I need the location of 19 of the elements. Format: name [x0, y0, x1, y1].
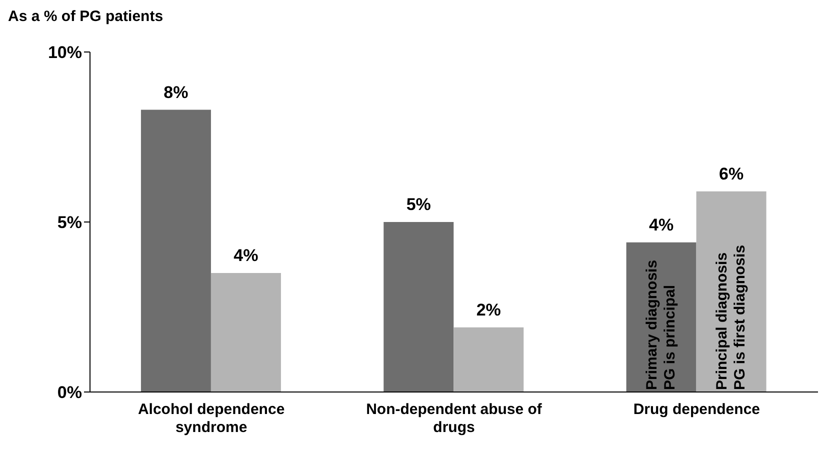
data-label: 6% [719, 164, 744, 184]
x-tick-label: Drug dependence [633, 401, 760, 418]
bar [384, 222, 454, 392]
data-label: 5% [406, 195, 431, 214]
series-label: Principal diagnosis PG is first diagnosis [713, 244, 748, 390]
y-axis-title: As a % of PG patients [8, 8, 164, 25]
x-tick-label: Alcohol dependence syndrome [138, 401, 285, 436]
y-tick-label: 0% [57, 383, 82, 402]
y-tick-label: 10% [48, 43, 82, 62]
data-label: 4% [649, 215, 674, 234]
data-label: 8% [164, 82, 188, 102]
data-label: 4% [234, 246, 258, 265]
y-tick-label: 5% [57, 213, 82, 232]
data-label: 2% [476, 300, 501, 320]
bar [210, 273, 281, 392]
x-tick-label: Non-dependent abuse of drugs [366, 401, 543, 436]
bar [140, 110, 211, 392]
bar [454, 327, 524, 392]
series-label: Primary diagnosis PG is principal [643, 260, 678, 390]
